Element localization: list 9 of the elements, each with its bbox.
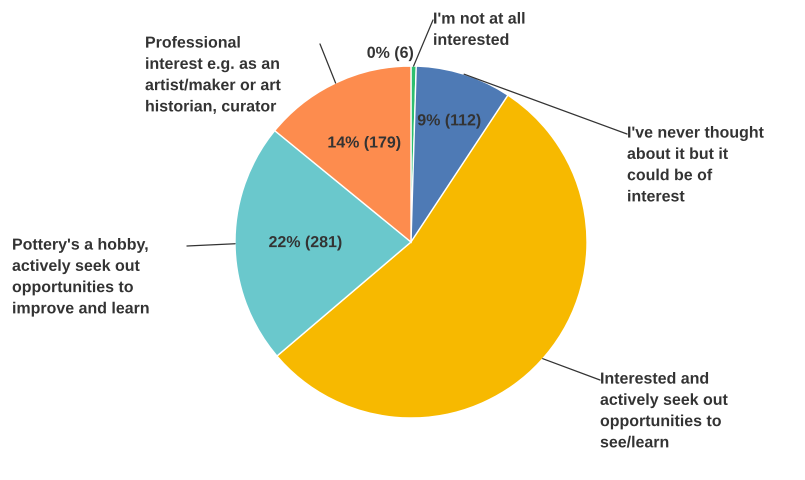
data-label: 14% (179) bbox=[328, 136, 400, 151]
slice-label: Interested and actively seek out opportunities to see/learn bbox=[600, 372, 728, 448]
data-label: 0% (6) bbox=[367, 46, 414, 62]
data-label: 22% (281) bbox=[269, 236, 342, 250]
slice-label: Professional interest e.g. as an artist/maker or art historian, curator bbox=[145, 36, 281, 114]
slice-label: I'm not at all interested bbox=[434, 12, 524, 45]
slice-label: Pottery's a hobby, actively seek out opportunities to improve and learn bbox=[12, 238, 149, 317]
data-label: 9% (112) bbox=[418, 114, 480, 129]
slice-label: I've never thought about it but it could be of interest bbox=[627, 126, 764, 202]
